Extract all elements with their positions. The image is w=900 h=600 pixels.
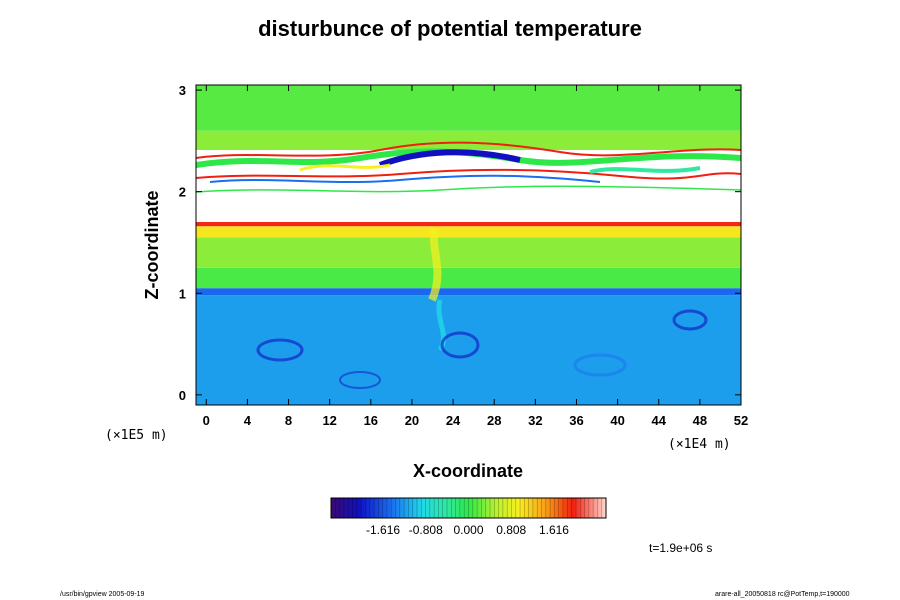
x-tick-label: 24 bbox=[446, 413, 461, 428]
colorbar-label: 0.000 bbox=[453, 523, 483, 537]
colorbar-frame bbox=[330, 497, 607, 519]
x-tick-label: 4 bbox=[244, 413, 252, 428]
x-tick-label: 48 bbox=[693, 413, 707, 428]
heatmap-band bbox=[196, 237, 741, 268]
plot-frame bbox=[195, 84, 742, 406]
y-tick-label: 3 bbox=[179, 83, 186, 98]
x-scale-note: (×1E4 m) bbox=[668, 437, 731, 452]
y-axis-title: Z-coordinate bbox=[142, 190, 162, 299]
chart-title: disturbunce of potential temperature bbox=[258, 16, 642, 41]
y-tick-label: 1 bbox=[179, 286, 186, 301]
colorbar bbox=[331, 498, 606, 518]
footer-right: arare-all_20050818 rc@PotTemp,t=190000 bbox=[715, 591, 850, 598]
x-tick-label: 20 bbox=[405, 413, 419, 428]
x-tick-label: 44 bbox=[652, 413, 667, 428]
y-scale-note: (×1E5 m) bbox=[105, 428, 168, 443]
colorbar-label: -1.616 bbox=[366, 523, 400, 537]
x-tick-label: 8 bbox=[285, 413, 292, 428]
heatmap-texture bbox=[196, 141, 741, 389]
x-tick-label: 0 bbox=[203, 413, 210, 428]
x-axis-title: X-coordinate bbox=[413, 461, 523, 481]
x-tick-label: 12 bbox=[322, 413, 336, 428]
colorbar-label: -0.808 bbox=[409, 523, 443, 537]
colorbar-label: 1.616 bbox=[539, 523, 569, 537]
x-tick-label: 40 bbox=[610, 413, 624, 428]
x-tick-label: 52 bbox=[734, 413, 748, 428]
footer-left: /usr/bin/gpview 2005-09-19 bbox=[60, 591, 145, 598]
y-tick-label: 2 bbox=[179, 185, 186, 200]
x-tick-label: 36 bbox=[569, 413, 583, 428]
heatmap-band bbox=[196, 85, 741, 131]
heatmap-band bbox=[196, 288, 741, 296]
x-axis: 0 4 8 12 16 20 24 28 32 36 40 44 48 52 bbox=[203, 85, 748, 428]
y-tick-label: 0 bbox=[179, 388, 186, 403]
colorbar-ticks bbox=[334, 498, 603, 518]
heatmap-band bbox=[196, 226, 741, 238]
heatmap-band bbox=[196, 267, 741, 289]
colorbar-label: 0.808 bbox=[496, 523, 526, 537]
y-axis: 0 1 2 3 bbox=[179, 83, 741, 403]
heatmap-band bbox=[196, 295, 741, 405]
colorbar-labels: -1.616 -0.808 0.000 0.808 1.616 bbox=[366, 523, 569, 537]
x-tick-label: 28 bbox=[487, 413, 501, 428]
heatmap-band bbox=[196, 218, 741, 227]
time-label: t=1.9e+06 s bbox=[649, 541, 712, 555]
x-tick-label: 32 bbox=[528, 413, 542, 428]
x-tick-label: 16 bbox=[364, 413, 378, 428]
